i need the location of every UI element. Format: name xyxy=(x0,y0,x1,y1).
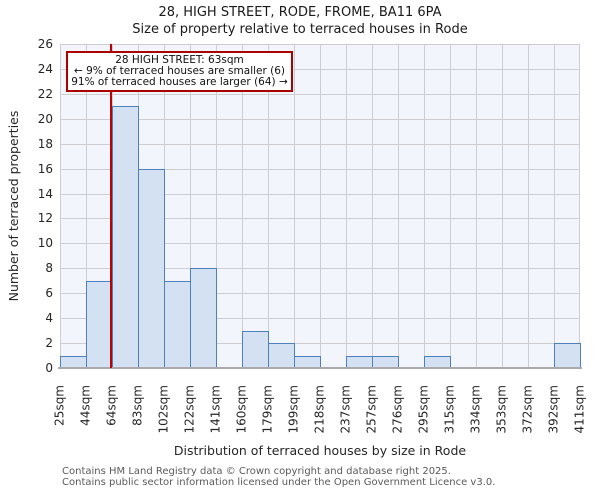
gridline-vertical xyxy=(216,44,217,368)
histogram-bar xyxy=(86,280,113,369)
x-tick-label: 411sqm xyxy=(572,385,587,434)
y-tick-label: 12 xyxy=(37,211,53,226)
x-tick-label: 315sqm xyxy=(442,385,457,434)
histogram-bar xyxy=(138,168,165,369)
histogram-bar xyxy=(112,106,139,369)
annotation-smaller-stat: ← 9% of terraced houses are smaller (6) xyxy=(73,65,286,77)
histogram-bar xyxy=(190,268,217,369)
gridline-vertical xyxy=(60,44,61,368)
y-tick-label: 24 xyxy=(37,61,53,76)
histogram-bar xyxy=(268,343,295,369)
x-tick-label: 122sqm xyxy=(182,385,197,434)
gridline-vertical xyxy=(190,44,191,368)
y-tick-label: 22 xyxy=(37,86,53,101)
y-tick-label: 18 xyxy=(37,136,53,151)
gridline-vertical xyxy=(372,44,373,368)
gridline-vertical xyxy=(450,44,451,368)
x-tick-label: 218sqm xyxy=(312,385,327,434)
footer-line-2: Contains public sector information licen… xyxy=(62,476,496,488)
gridline-vertical xyxy=(320,44,321,368)
gridline-vertical xyxy=(502,44,503,368)
gridline-vertical xyxy=(346,44,347,368)
chart-title: 28, HIGH STREET, RODE, FROME, BA11 6PA xyxy=(158,5,442,20)
y-tick-label: 26 xyxy=(37,37,53,51)
gridline-vertical xyxy=(476,44,477,368)
attribution-footer: Contains HM Land Registry data © Crown c… xyxy=(62,466,496,488)
gridline-vertical xyxy=(242,44,243,368)
y-tick-label: 10 xyxy=(37,236,53,251)
histogram-bar xyxy=(164,280,191,369)
x-tick-label: 257sqm xyxy=(364,385,379,434)
gridline-vertical xyxy=(528,44,529,368)
x-tick-label: 102sqm xyxy=(156,385,171,434)
gridline-vertical xyxy=(294,44,295,368)
y-tick-label: 14 xyxy=(37,186,53,201)
y-tick-label: 6 xyxy=(45,286,53,301)
x-tick-label: 44sqm xyxy=(78,385,93,426)
x-tick-label: 392sqm xyxy=(546,385,561,434)
x-tick-label: 276sqm xyxy=(390,385,405,434)
x-tick-label: 334sqm xyxy=(468,385,483,434)
y-tick-label: 0 xyxy=(45,361,53,375)
x-tick-label: 295sqm xyxy=(416,385,431,434)
gridline-vertical xyxy=(579,44,580,368)
y-tick-label: 20 xyxy=(37,111,53,126)
x-tick-label: 25sqm xyxy=(52,385,67,426)
y-tick-label: 16 xyxy=(37,161,53,176)
histogram-bar xyxy=(554,343,581,369)
gridline-vertical xyxy=(554,44,555,368)
gridline-vertical xyxy=(398,44,399,368)
y-tick-label: 8 xyxy=(45,261,53,276)
x-tick-label: 141sqm xyxy=(208,385,223,434)
x-tick-label: 64sqm xyxy=(104,385,119,426)
x-tick-label: 353sqm xyxy=(494,385,509,434)
x-tick-label: 237sqm xyxy=(338,385,353,434)
gridline-vertical xyxy=(424,44,425,368)
annotation-larger-stat: 91% of terraced houses are larger (64) → xyxy=(71,76,288,88)
x-axis-label: Distribution of terraced houses by size … xyxy=(173,443,467,458)
x-axis-line xyxy=(58,367,582,369)
y-tick-label: 2 xyxy=(45,336,53,351)
histogram-bar xyxy=(242,330,269,369)
x-tick-label: 179sqm xyxy=(260,385,275,434)
property-marker-line xyxy=(110,44,112,368)
chart-subtitle: Size of property relative to terraced ho… xyxy=(132,22,468,37)
gridline-vertical xyxy=(268,44,269,368)
footer-line-1: Contains HM Land Registry data © Crown c… xyxy=(62,466,451,477)
y-tick-label: 4 xyxy=(45,311,53,326)
x-tick-label: 160sqm xyxy=(234,385,249,434)
x-tick-label: 83sqm xyxy=(130,385,145,426)
x-tick-label: 372sqm xyxy=(520,385,535,434)
gridline-vertical xyxy=(86,44,87,368)
annotation-property-size: 28 HIGH STREET: 63sqm xyxy=(115,54,244,66)
x-tick-label: 199sqm xyxy=(286,385,301,434)
property-annotation-box: 28 HIGH STREET: 63sqm ← 9% of terraced h… xyxy=(66,51,293,92)
